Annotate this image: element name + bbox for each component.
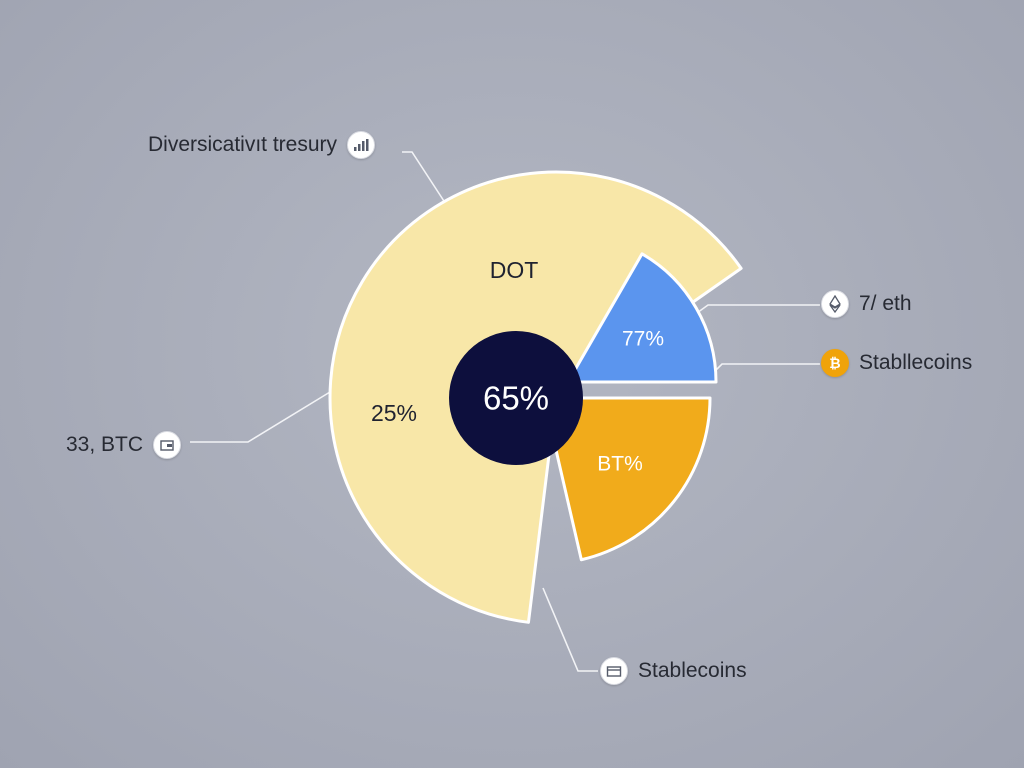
ethereum-icon (821, 290, 849, 318)
leader-line-1 (689, 304, 820, 319)
slice-dot-name-label: DOT (490, 257, 539, 283)
callout-eth-label: 7/ eth (859, 292, 912, 315)
leader-line-3 (190, 391, 331, 443)
slice-blue (566, 252, 718, 384)
bitcoin-icon: ₿ (821, 349, 849, 377)
callout-treasury: Diversicativıt tresury (148, 131, 376, 159)
center-value-label: 65% (483, 380, 549, 417)
card-icon (600, 657, 628, 685)
slice-orange-value-label: BT% (597, 453, 643, 476)
callout-btc: 33, BTC (66, 431, 182, 459)
callout-stablecoins-label: Stablecoins (638, 659, 747, 682)
leader-line-4 (542, 587, 598, 672)
slice-dot-value-label: 25% (371, 400, 417, 426)
callout-stabllecoins-label: Stabllecoins (859, 351, 973, 374)
leader-line-0 (402, 151, 456, 219)
leader-line-2 (707, 363, 820, 379)
bar-chart-icon (347, 131, 376, 159)
callout-eth: 7/ eth (821, 290, 912, 318)
wallet-icon (153, 431, 182, 459)
center-disc (449, 331, 583, 465)
slice-blue-value-label: 77% (622, 328, 664, 351)
slice-orange (542, 396, 712, 562)
callout-stablecoins: Stablecoins (600, 657, 747, 685)
callout-treasury-label: Diversicativıt tresury (148, 133, 338, 156)
callout-btc-label: 33, BTC (66, 433, 144, 456)
callout-stabllecoins: ₿ Stabllecoins (821, 349, 972, 377)
